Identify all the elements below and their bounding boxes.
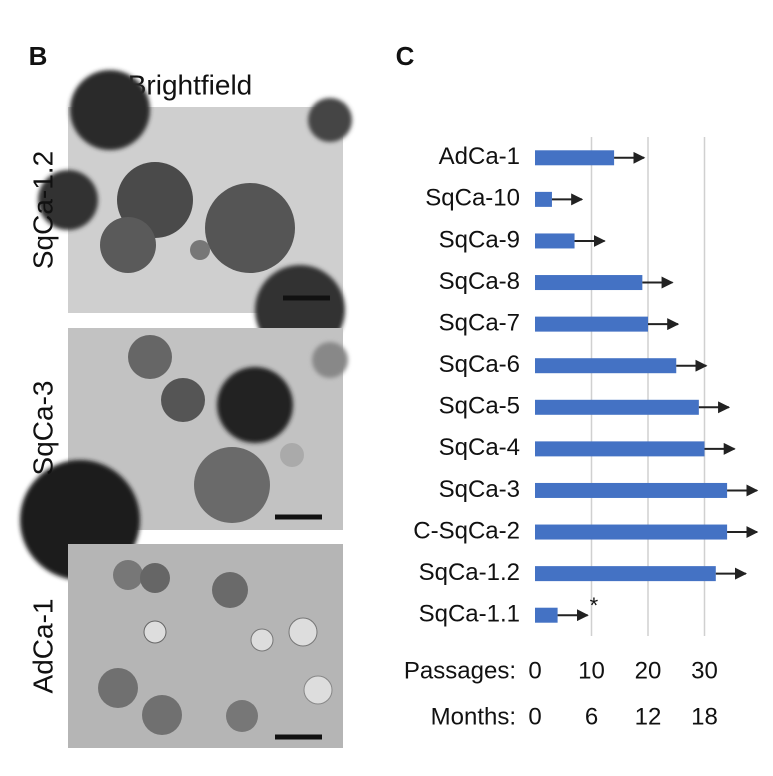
panel-label: B xyxy=(29,41,48,71)
x-tick-label: 10 xyxy=(578,657,605,684)
panel-title: Brightfield xyxy=(128,69,253,100)
bar xyxy=(535,524,728,540)
micrograph xyxy=(68,544,343,748)
bar xyxy=(535,233,575,249)
x2-tick-label: 6 xyxy=(585,703,598,730)
bar xyxy=(535,275,643,291)
bar xyxy=(535,399,699,415)
bar xyxy=(535,607,558,623)
bar xyxy=(535,316,648,332)
y-tick-label: SqCa-3 xyxy=(439,476,520,503)
row-label: SqCa-3 xyxy=(27,381,58,476)
bar xyxy=(535,191,552,207)
y-tick-label: SqCa-1.1 xyxy=(419,601,520,628)
x2-tick-label: 18 xyxy=(691,703,718,730)
y-tick-label: SqCa-1.2 xyxy=(419,559,520,586)
annotation: * xyxy=(590,593,599,618)
panel-label: C xyxy=(396,41,415,71)
bar xyxy=(535,482,728,498)
bar xyxy=(535,150,615,166)
y-tick-label: SqCa-5 xyxy=(439,393,520,420)
x-tick-label: 0 xyxy=(528,657,541,684)
x2-tick-label: 12 xyxy=(635,703,662,730)
x-tick-label: 20 xyxy=(635,657,662,684)
y-tick-label: SqCa-7 xyxy=(439,309,520,336)
micrograph xyxy=(20,328,348,580)
y-tick-label: SqCa-6 xyxy=(439,351,520,378)
bar xyxy=(535,566,716,582)
row-label: SqCa-1.2 xyxy=(27,151,58,269)
micrograph xyxy=(38,70,352,355)
x-axis-label: Passages: xyxy=(404,657,516,684)
row-label: AdCa-1 xyxy=(27,599,58,694)
x-tick-label: 30 xyxy=(691,657,718,684)
y-tick-label: SqCa-9 xyxy=(439,226,520,253)
y-tick-label: AdCa-1 xyxy=(439,143,520,170)
y-tick-label: SqCa-4 xyxy=(439,434,520,461)
bar xyxy=(535,358,677,374)
x2-axis-label: Months: xyxy=(431,703,516,730)
bar xyxy=(535,441,705,457)
y-tick-label: C-SqCa-2 xyxy=(413,517,520,544)
y-tick-label: SqCa-10 xyxy=(425,185,520,212)
x2-tick-label: 0 xyxy=(528,703,541,730)
y-tick-label: SqCa-8 xyxy=(439,268,520,295)
